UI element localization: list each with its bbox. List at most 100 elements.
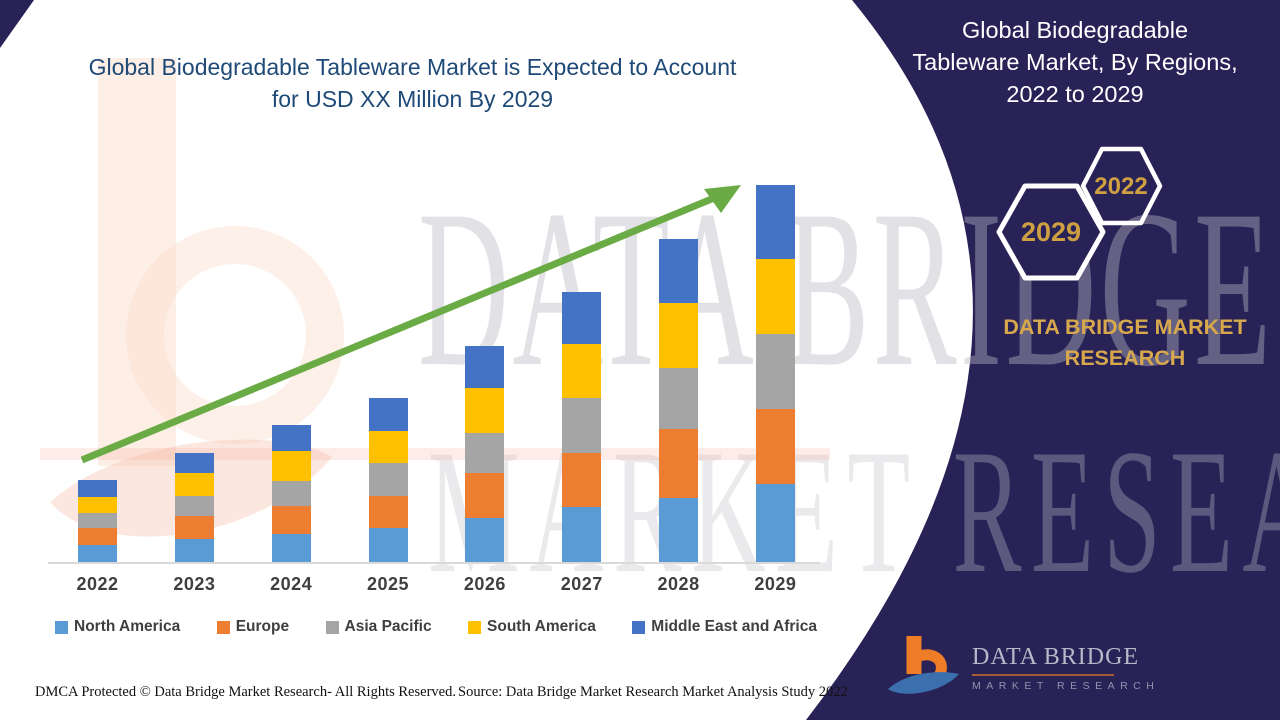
logo-subtitle: MARKET RESEARCH — [972, 680, 1160, 692]
legend-swatch — [632, 620, 646, 634]
bar-column-2024 — [244, 170, 339, 562]
bar-segment — [659, 368, 699, 429]
bar-column-2023 — [147, 170, 242, 562]
stacked-bar — [368, 398, 408, 562]
bar-segment — [562, 292, 602, 344]
bar-segment — [78, 545, 117, 562]
bar-segment — [755, 409, 795, 484]
bar-segment — [271, 425, 311, 451]
bar-segment — [174, 473, 214, 496]
bar-segment — [465, 518, 505, 562]
bar-segment — [368, 431, 408, 463]
logo-rule — [972, 674, 1114, 676]
chart-title-line2: for USD XX Million By 2029 — [271, 86, 554, 112]
bar-segment — [174, 539, 214, 562]
region-panel-title: Global Biodegradable Tableware Market, B… — [880, 14, 1270, 110]
brand-name: DATA BRIDGE MARKET RESEARCH — [960, 312, 1280, 374]
legend-swatch — [325, 620, 339, 634]
bar-segment — [465, 346, 505, 388]
legend-label: Asia Pacific — [344, 618, 432, 635]
x-axis-label: 2022 — [76, 574, 119, 594]
x-axis-label: 2026 — [463, 574, 506, 594]
top-left-corner-accent — [0, 0, 34, 48]
stacked-bar — [465, 346, 505, 562]
x-axis-label: 2023 — [173, 574, 216, 594]
bar-column-2029 — [728, 170, 823, 562]
bar-segment — [562, 453, 602, 507]
bar-segment — [271, 481, 311, 506]
bar-segment — [465, 388, 505, 433]
stacked-bar — [271, 425, 311, 562]
legend-swatch — [55, 620, 68, 634]
hexagon-2029-label: 2029 — [1021, 217, 1081, 247]
bar-segment — [659, 303, 699, 368]
bar-segment — [562, 398, 602, 453]
bar-segment — [659, 429, 699, 498]
bar-segment — [465, 473, 505, 518]
bar-segment — [78, 513, 117, 528]
bar-segment — [368, 496, 408, 528]
bar-segment — [755, 185, 795, 259]
legend-label: North America — [74, 618, 181, 635]
bar-segment — [174, 453, 214, 473]
footer-source: Source: Data Bridge Market Research Mark… — [458, 684, 848, 700]
bar-segment — [368, 398, 408, 431]
logo-wordmark: DATA BRIDGE — [972, 644, 1140, 670]
bar-segment — [659, 239, 699, 303]
stacked-bar — [78, 480, 117, 562]
bar-column-2025 — [341, 170, 436, 562]
chart-title: Global Biodegradable Tableware Market is… — [30, 51, 795, 115]
legend-swatch — [468, 620, 482, 634]
bar-segment — [271, 506, 311, 534]
chart-title-line1: Global Biodegradable Tableware Market is… — [88, 54, 737, 80]
stacked-bar — [174, 453, 214, 562]
bar-segment — [755, 484, 795, 562]
logo-b-icon — [888, 636, 959, 694]
year-hexagons: 2022 2029 — [996, 146, 1163, 281]
x-axis-label: 2024 — [270, 574, 313, 594]
logo-text: DATA BRIDGE MARKET RESEARCH — [972, 644, 1159, 692]
bar-segment — [174, 516, 214, 539]
bar-segment — [368, 463, 408, 496]
bar-segment — [271, 534, 311, 562]
legend-item: North America — [55, 618, 180, 636]
legend-swatch — [216, 620, 230, 634]
bar-segment — [562, 344, 602, 398]
legend-label: Middle East and Africa — [651, 618, 817, 635]
x-axis-label: 2028 — [657, 574, 700, 594]
stacked-bar — [755, 185, 795, 562]
stacked-bar — [562, 292, 602, 562]
hexagon-2029 — [996, 183, 1106, 281]
x-axis-labels: 2022 2023 2024 2025 2026 2027 2028 2029 — [50, 574, 823, 595]
stacked-bar — [659, 239, 699, 562]
bar-segment — [271, 451, 311, 481]
legend: North America Europe Asia Pacific South Ame… — [55, 618, 817, 636]
bar-segment — [368, 528, 408, 562]
bar-segment — [78, 528, 117, 545]
bar-segment — [465, 433, 505, 473]
right-panel-background — [806, 0, 1280, 720]
x-axis-label: 2029 — [754, 574, 797, 594]
bar-segment — [78, 497, 117, 513]
dbmr-logo: DATA BRIDGE MARKET RESEARCH — [884, 628, 1159, 708]
bar-column-2027 — [534, 170, 629, 562]
x-axis-line — [48, 562, 820, 564]
brand-name-line2: RESEARCH — [1064, 346, 1186, 370]
region-panel-title-line3: 2022 to 2029 — [1006, 81, 1144, 107]
brand-name-line1: DATA BRIDGE MARKET — [1003, 315, 1247, 339]
bar-segment — [174, 496, 214, 516]
footer-dmca: DMCA Protected © Data Bridge Market Rese… — [35, 684, 456, 700]
legend-item: Middle East and Africa — [632, 618, 817, 636]
bar-segment — [755, 334, 795, 409]
legend-item: South America — [468, 618, 596, 636]
hexagon-2022-label: 2022 — [1094, 173, 1147, 200]
legend-label: South America — [487, 618, 596, 635]
x-axis-label: 2025 — [367, 574, 410, 594]
region-panel-title-line2: Tableware Market, By Regions, — [912, 49, 1238, 75]
bar-segment — [755, 259, 795, 334]
region-panel-title-line1: Global Biodegradable — [961, 17, 1189, 43]
bar-column-2026 — [437, 170, 532, 562]
hexagon-2022 — [1080, 146, 1163, 226]
